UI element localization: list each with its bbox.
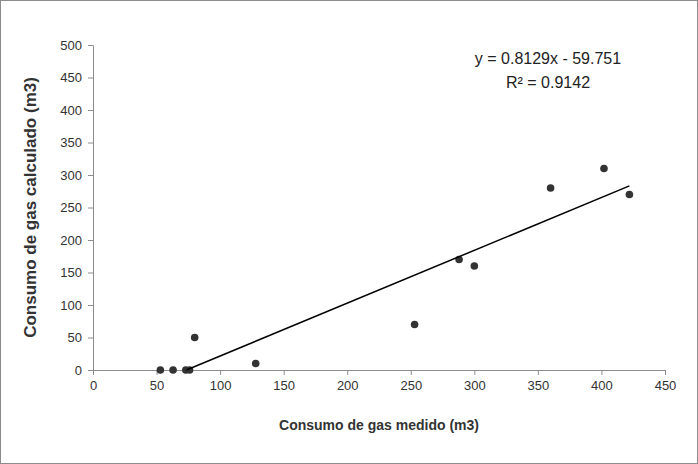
y-axis-title: Consumo de gas calculado (m3)	[21, 77, 40, 338]
chart-frame	[1, 1, 698, 464]
tick-label: 200	[60, 233, 82, 248]
tick-mark	[88, 240, 93, 241]
tick-mark	[88, 175, 93, 176]
annotation: y = 0.8129x - 59.751	[475, 50, 621, 67]
tick: 50	[150, 370, 164, 393]
tick-mark	[411, 370, 412, 375]
tick: 450	[60, 70, 93, 85]
tick: 350	[528, 370, 550, 393]
data-point	[169, 366, 177, 374]
tick-label: 400	[60, 103, 82, 118]
tick-label: 250	[400, 378, 422, 393]
tick: 0	[75, 363, 93, 378]
tick-mark	[88, 338, 93, 339]
data-point	[252, 360, 260, 368]
tick-label: 400	[591, 378, 613, 393]
tick-label: 150	[273, 378, 295, 393]
tick-label: 300	[60, 168, 82, 183]
tick-label: 500	[60, 38, 82, 53]
tick-label: 50	[68, 330, 82, 345]
data-point	[600, 165, 608, 173]
tick: 450	[655, 370, 677, 393]
tick: 100	[60, 298, 93, 313]
chart: 0 50 100 150 200 250 300 350 400 450 0 50 100 150 200 2…	[0, 0, 698, 464]
tick-mark	[284, 370, 285, 375]
marks	[157, 165, 634, 374]
tick-mark	[88, 370, 93, 371]
tick-label: 250	[60, 200, 82, 215]
tick: 200	[60, 233, 93, 248]
tick: 300	[464, 370, 486, 393]
tick-label: 0	[90, 378, 97, 393]
axis-line	[88, 46, 94, 371]
tick: 350	[60, 135, 93, 150]
tick-label: 450	[655, 378, 677, 393]
tick: 100	[210, 370, 232, 393]
tick-mark	[88, 208, 93, 209]
annotation: R² = 0.9142	[506, 74, 590, 91]
tick-label: 50	[150, 378, 164, 393]
tick-label: 0	[75, 363, 82, 378]
tick-label: 100	[60, 298, 82, 313]
y-axis: 0 50 100 150 200 250 300 350 400 450 500	[60, 38, 93, 378]
tick-label: 350	[528, 378, 550, 393]
tick: 400	[60, 103, 93, 118]
tick: 250	[400, 370, 422, 393]
tick: 50	[68, 330, 93, 345]
tick-mark	[220, 370, 221, 375]
tick-mark	[88, 78, 93, 79]
tick: 400	[591, 370, 613, 393]
trend-line	[186, 186, 629, 370]
tick-label: 450	[60, 70, 82, 85]
tick-mark	[601, 370, 602, 375]
tick-mark	[88, 45, 93, 46]
tick-label: 350	[60, 135, 82, 150]
annotations: y = 0.8129x - 59.751 R² = 0.9142	[475, 50, 621, 91]
tick: 500	[60, 38, 93, 53]
tick: 150	[60, 265, 93, 280]
data-point	[411, 321, 419, 329]
tick-mark	[474, 370, 475, 375]
data-point	[191, 334, 199, 342]
data-point	[157, 366, 165, 374]
tick-mark	[88, 143, 93, 144]
tick-mark	[88, 110, 93, 111]
tick-mark	[665, 370, 666, 375]
tick: 250	[60, 200, 93, 215]
tick: 150	[273, 370, 295, 393]
x-axis-title: Consumo de gas medido (m3)	[279, 417, 479, 433]
tick: 200	[337, 370, 359, 393]
data-point	[471, 262, 479, 270]
tick-label: 150	[60, 265, 82, 280]
tick-mark	[538, 370, 539, 375]
x-axis: 0 50 100 150 200 250 300 350 400 450	[90, 370, 676, 393]
plot: 0 50 100 150 200 250 300 350 400 450 0 50 100 150 200 2…	[60, 38, 676, 394]
tick: 0	[90, 370, 97, 393]
tick: 300	[60, 168, 93, 183]
tick-label: 200	[337, 378, 359, 393]
data-point	[626, 191, 634, 199]
tick-mark	[88, 273, 93, 274]
tick-label: 300	[464, 378, 486, 393]
tick-label: 100	[210, 378, 232, 393]
tick-mark	[347, 370, 348, 375]
axis-line	[94, 371, 666, 376]
tick-mark	[88, 305, 93, 306]
data-point	[547, 184, 555, 192]
